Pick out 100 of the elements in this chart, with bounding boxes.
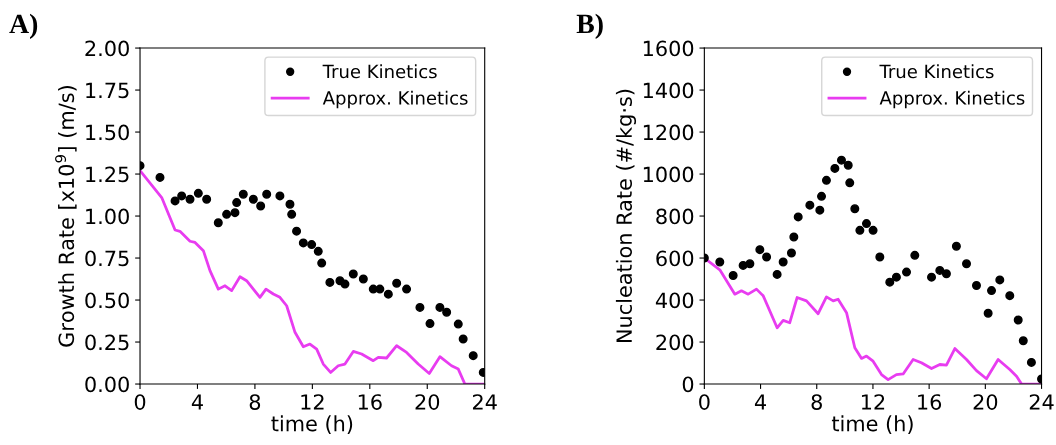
point	[238, 189, 248, 199]
point	[185, 194, 195, 204]
point	[891, 272, 901, 282]
point	[793, 212, 803, 222]
point	[415, 302, 425, 312]
point	[772, 269, 782, 279]
point	[442, 307, 452, 317]
x-tick-label: 20	[973, 394, 998, 410]
x-tick-label: 24	[472, 394, 497, 410]
point	[287, 209, 297, 219]
point	[307, 240, 317, 250]
point	[325, 277, 335, 287]
y-tick-label: 1.25	[86, 166, 129, 183]
point	[313, 246, 323, 256]
x-axis-title: time (h)	[831, 415, 913, 434]
point	[155, 172, 165, 182]
y-tick-label: 1.00	[86, 208, 129, 225]
y-tick-label: 1600	[643, 40, 694, 57]
point	[248, 194, 258, 204]
x-tick-label: 0	[699, 394, 710, 410]
point	[202, 194, 212, 204]
y-tick-label: 200	[656, 334, 694, 351]
chart-title: B)	[576, 13, 603, 39]
point	[232, 198, 242, 208]
point	[935, 265, 945, 275]
point	[817, 191, 827, 201]
point	[745, 259, 755, 269]
point	[392, 278, 402, 288]
point	[927, 272, 937, 282]
y-tick-label: 0	[682, 376, 694, 393]
point	[830, 163, 840, 173]
point	[425, 319, 435, 329]
point	[845, 178, 855, 188]
y-tick-label: 2.00	[85, 40, 129, 57]
point	[762, 252, 772, 262]
x-tick-label: 8	[249, 394, 261, 410]
y-tick-label: 600	[656, 250, 694, 267]
x-tick-label: 0	[134, 394, 146, 410]
point	[383, 289, 393, 299]
x-tick-label: 8	[811, 394, 822, 410]
x-axis-title: time (h)	[271, 415, 353, 434]
x-tick-label: 12	[301, 394, 324, 410]
point	[292, 226, 302, 236]
point	[435, 302, 445, 312]
point	[256, 201, 266, 211]
point	[375, 284, 385, 294]
point	[222, 209, 232, 219]
point	[213, 218, 223, 228]
point	[358, 274, 368, 284]
y-tick-label: 400	[655, 292, 694, 309]
x-tick-label: 20	[415, 394, 440, 410]
y-tick-label: 1.75	[86, 82, 129, 99]
y-axis-title: Nucleation Rate (#/kg·s)	[615, 89, 637, 343]
point	[285, 199, 295, 209]
point	[861, 219, 871, 229]
point	[468, 351, 478, 361]
chart-title: A)	[9, 13, 38, 39]
point	[910, 250, 920, 260]
x-tick-label: 24	[1029, 394, 1054, 410]
point	[941, 269, 951, 279]
point	[995, 275, 1005, 285]
point	[728, 270, 738, 280]
point	[850, 204, 860, 214]
point	[983, 308, 993, 318]
point	[1018, 336, 1028, 346]
legend-label: Approx. Kinetics	[322, 90, 468, 109]
point	[193, 188, 203, 198]
y-tick-label: 1.50	[86, 124, 129, 141]
y-tick-label: 1400	[643, 82, 694, 99]
y-tick-label: 0.25	[85, 334, 129, 351]
y-tick-label: 0.75	[85, 250, 129, 267]
x-tick-label: 16	[918, 394, 942, 410]
point	[1005, 291, 1015, 301]
point	[230, 208, 240, 218]
x-tick-label: 12	[861, 394, 885, 410]
y-tick-label: 800	[656, 208, 694, 225]
y-tick-label: 1200	[643, 124, 694, 141]
y-tick-label: 1000	[643, 166, 694, 183]
point	[458, 334, 468, 344]
y-tick-label: 0.50	[85, 292, 129, 309]
point	[786, 248, 796, 258]
point	[453, 319, 463, 329]
point	[951, 241, 961, 251]
point	[836, 155, 846, 165]
point	[1013, 315, 1023, 325]
x-tick-label: 4	[754, 394, 767, 410]
point	[1026, 357, 1036, 367]
point	[715, 257, 725, 267]
x-tick-label: 16	[358, 394, 382, 410]
legend-label: True Kinetics	[879, 64, 994, 79]
point	[962, 259, 972, 269]
point	[987, 286, 997, 296]
point	[805, 200, 815, 210]
point	[262, 189, 272, 199]
point	[875, 252, 885, 262]
legend-label: True Kinetics	[322, 64, 437, 79]
point	[885, 277, 895, 287]
point	[348, 269, 358, 279]
x-tick-label: 4	[191, 394, 203, 410]
point	[821, 175, 831, 185]
